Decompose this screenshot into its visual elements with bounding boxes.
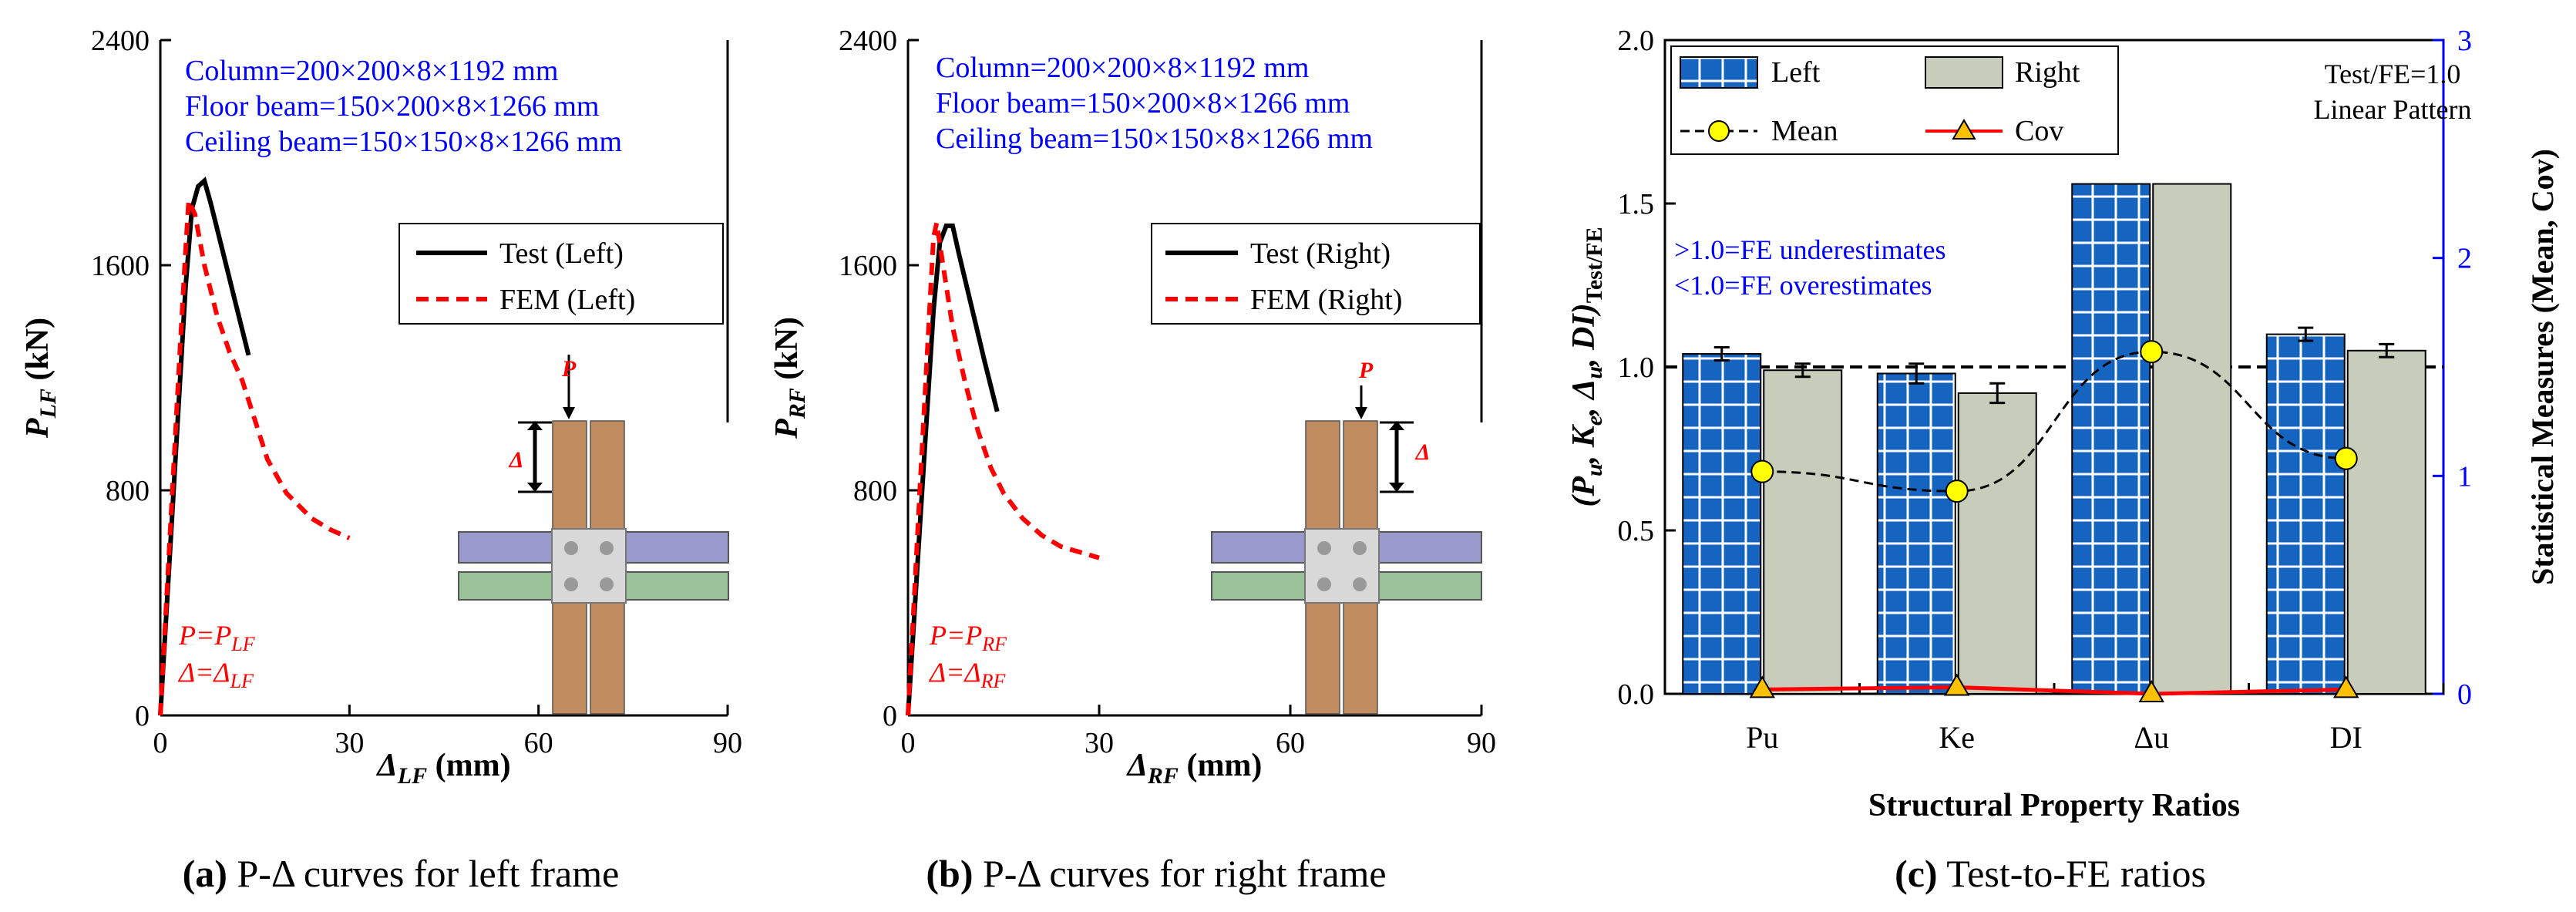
panel-a-test-curve: [158, 177, 251, 716]
panel-a: 0 30 60 90 0 800 1600 2400 PLF (kN) ΔLF (mm) Co…: [20, 25, 742, 895]
panel-c-bar-left: [2265, 333, 2346, 695]
panel-c-y-tick-label: 2.0: [1618, 25, 1655, 57]
panel-b-x-tick-label: 60: [1276, 727, 1305, 759]
panel-c-blue-note-2: <1.0=FE overestimates: [1674, 270, 1932, 301]
panel-a-y-tick-label: 0: [135, 700, 150, 732]
panel-c-bar-right: [2152, 183, 2232, 695]
panel-b-info-line-3: Ceiling beam=150×150×8×1266 mm: [936, 123, 1373, 155]
panel-c-mean-marker: [2334, 446, 2358, 470]
panel-a-y-tick-label: 1600: [91, 250, 150, 282]
panel-c-legend-cov-label: Cov: [2015, 115, 2063, 147]
panel-a-x-tick-label: 30: [335, 727, 364, 759]
panel-b: 0 30 60 90 0 800 1600 2400 PRF (kN) ΔRF (mm) Co…: [769, 25, 1496, 895]
panel-b-caption: (b) P-Δ curves for right frame: [926, 852, 1386, 895]
panel-c-y2-axis-title: Statistical Measures (Mean, Cov): [2525, 149, 2560, 585]
panel-c-cov-marker: [1749, 675, 1775, 698]
panel-a-eq-load: P=PLF: [178, 620, 256, 655]
panel-c-mean-marker: [2140, 340, 2164, 364]
panel-c-x-axis-title: Structural Property Ratios: [1868, 788, 2240, 823]
panel-c-mean-marker: [1750, 459, 1774, 483]
panel-b-x-axis-title: ΔRF (mm): [1126, 748, 1263, 789]
panel-c-cov-marker: [2138, 679, 2164, 702]
panel-b-eq-disp: Δ=ΔRF: [928, 657, 1006, 692]
panel-a-y-tick-label: 2400: [91, 25, 150, 57]
panel-b-y-tick-label: 2400: [839, 25, 897, 57]
panel-b-legend-box: [1151, 223, 1481, 325]
panel-b-eq-load: P=PRF: [929, 620, 1007, 655]
panel-c-y2-tick-label: 3: [2457, 25, 2472, 57]
panel-c-legend-right-swatch: [1925, 56, 2003, 89]
panel-c-bar-left: [1682, 353, 1762, 695]
panel-c-y-tick-label: 1.0: [1618, 352, 1655, 384]
panel-a-legend-fem-label: FEM (Left): [499, 284, 635, 316]
panel-a-y-axis-title: PLF (kN): [20, 318, 61, 439]
panel-c-cov-marker: [1944, 673, 1970, 696]
panel-b-y-tick-label: 1600: [839, 250, 897, 282]
panel-a-eq-disp: Δ=ΔLF: [177, 657, 254, 692]
panel-c-note-1: Test/FE=1.0: [2325, 59, 2461, 89]
panel-c-bar-right: [1763, 369, 1843, 695]
panel-c-bar-left: [2071, 183, 2151, 695]
panel-c-y-tick-label: 0.5: [1618, 515, 1655, 547]
panel-a-legend-test-label: Test (Left): [499, 237, 624, 270]
panel-c-bar-right: [2346, 349, 2426, 695]
panel-c-y-tick-label: 1.5: [1618, 188, 1655, 220]
panel-c-caption: (c) Test-to-FE ratios: [1895, 852, 2206, 895]
panel-c-y2-tick-label: 1: [2457, 460, 2472, 493]
panel-c-cov-line: [1762, 685, 2346, 696]
panel-a-info-line-1: Column=200×200×8×1192 mm: [185, 55, 558, 87]
panel-a-info-line-2: Floor beam=150×200×8×1266 mm: [185, 90, 599, 123]
panel-c-legend-cov-marker: [1952, 119, 1976, 140]
panel-c-category-label: DI: [2330, 720, 2362, 755]
panel-a-info-line-3: Ceiling beam=150×150×8×1266 mm: [185, 126, 622, 158]
panel-a-caption: (a) P-Δ curves for left frame: [183, 852, 620, 895]
panel-c-y-axis-title: (Pu, Ke, Δu, DI)Test/FE: [1566, 227, 1607, 506]
panel-c-y-tick-label: 0.0: [1618, 678, 1655, 711]
panel-b-joint-schematic: P Δ: [1211, 358, 1482, 715]
panel-c-category-label: Ke: [1939, 720, 1975, 755]
panel-b-x-tick-label: 90: [1467, 727, 1496, 759]
panel-a-x-axis-title: ΔLF (mm): [375, 748, 510, 789]
panel-b-legend-fem-label: FEM (Right): [1250, 284, 1402, 316]
panel-c-y2-tick-label: 2: [2457, 243, 2472, 275]
panel-b-y-axis-title: PRF (kN): [769, 317, 810, 439]
panel-c-legend-left-label: Left: [1771, 56, 1821, 89]
panel-c-mean-marker: [1945, 480, 1969, 503]
panel-c-bar-right: [1957, 392, 2037, 695]
svg-text:Δ: Δ: [509, 447, 524, 473]
panel-b-y-tick-label: 0: [883, 700, 897, 732]
panel-a-x-tick-label: 60: [524, 727, 553, 759]
panel-c-legend-mean-marker: [1708, 120, 1730, 142]
panel-c-category-label: Pu: [1746, 720, 1778, 755]
svg-text:P: P: [561, 356, 577, 382]
panel-b-info-line-1: Column=200×200×8×1192 mm: [936, 52, 1309, 84]
panel-c-legend-right-label: Right: [2015, 56, 2080, 89]
panel-a-legend-box: [399, 223, 724, 325]
panel-b-x-tick-label: 0: [901, 727, 916, 759]
svg-text:P: P: [1358, 358, 1374, 383]
panel-c-note-2: Linear Pattern: [2314, 94, 2472, 125]
panel-c-bar-left: [1876, 372, 1956, 695]
panel-c-blue-note-1: >1.0=FE underestimates: [1674, 234, 1946, 265]
panel-a-joint-schematic: P Δ: [458, 355, 729, 715]
panel-c-legend-mean-label: Mean: [1771, 115, 1838, 147]
svg-text:Δ: Δ: [1415, 439, 1431, 465]
panel-b-x-tick-label: 30: [1085, 727, 1114, 759]
panel-c-cov-marker: [2333, 675, 2359, 698]
panel-a-x-tick-label: 90: [713, 727, 742, 759]
panel-c-mean-line: [1762, 350, 2346, 493]
panel-b-y-tick-label: 800: [853, 475, 897, 507]
panel-a-x-tick-label: 0: [153, 727, 168, 759]
panel-c-y2-tick-label: 0: [2457, 678, 2472, 711]
panel-b-legend-test-label: Test (Right): [1250, 237, 1391, 270]
panel-c-category-label: Δu: [2134, 720, 2169, 755]
panel-a-y-tick-label: 800: [106, 475, 150, 507]
panel-c-legend-left-swatch: [1680, 56, 1758, 89]
panel-b-fem-curve: [906, 222, 1100, 716]
panel-c: 0.0 0.5 1.0 1.5 2.0 0 1 2 3 Pu Ke Δu DI (Pu, Ke, Δu,…: [1566, 25, 2560, 895]
panel-b-info-line-2: Floor beam=150×200×8×1266 mm: [936, 87, 1350, 119]
